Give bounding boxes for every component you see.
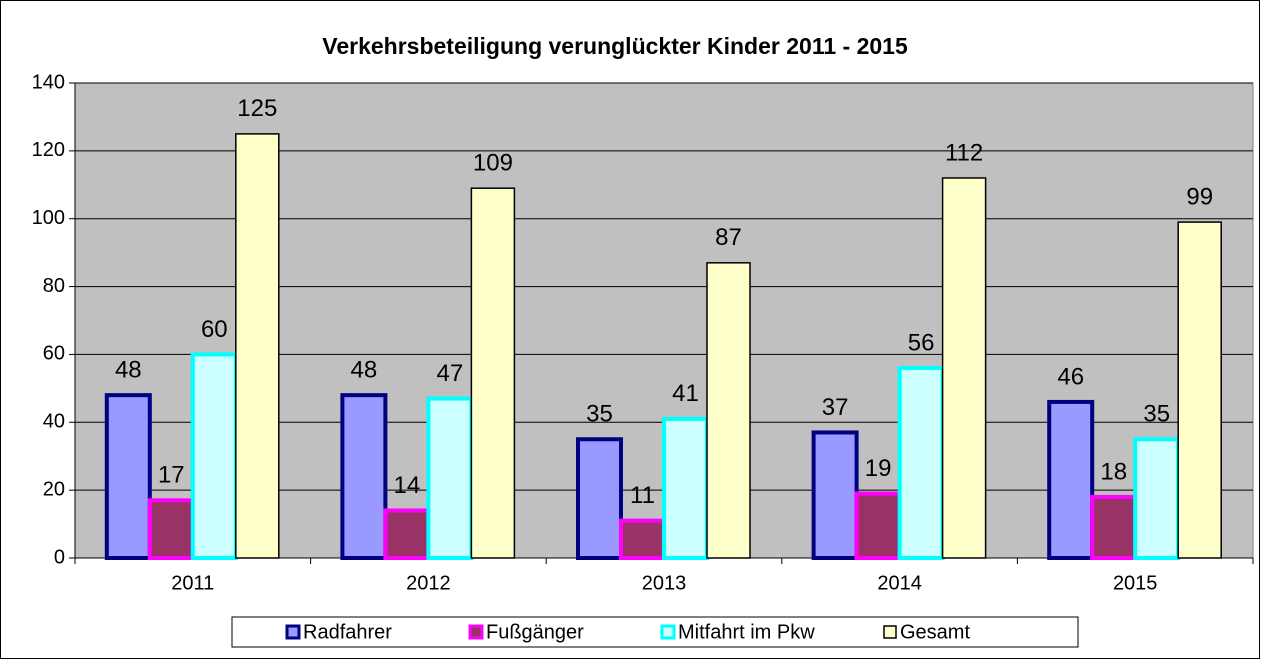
bar: [1090, 494, 1138, 560]
legend-swatch: [660, 624, 676, 640]
bar: [941, 177, 987, 559]
data-label: 112: [945, 139, 983, 166]
bar: [662, 416, 709, 560]
y-tick-label: 120: [32, 139, 65, 161]
legend-label: Mitfahrt im Pkw: [678, 621, 815, 643]
data-label: 41: [672, 380, 699, 407]
y-tick-label: 60: [43, 343, 65, 365]
bar: [706, 262, 751, 559]
y-tick-label: 100: [32, 207, 65, 229]
x-tick-label: 2014: [877, 572, 922, 594]
legend-label: Fußgänger: [486, 621, 584, 643]
y-tick-label: 140: [32, 71, 65, 93]
x-tick-label: 2012: [406, 572, 451, 594]
x-tick-label: 2013: [642, 572, 687, 594]
data-label: 11: [630, 482, 655, 509]
bar: [340, 393, 388, 560]
bar: [470, 187, 516, 559]
bar: [897, 366, 945, 560]
y-tick-label: 80: [43, 275, 65, 297]
data-label: 87: [715, 224, 742, 251]
legend-box: [231, 616, 1079, 648]
chart-title: Verkehrsbeteiligung verunglückter Kinder…: [322, 33, 908, 59]
y-tick-label: 20: [43, 478, 65, 500]
bar: [1133, 437, 1181, 560]
bar: [1047, 399, 1095, 560]
data-label: 56: [908, 329, 935, 356]
bar: [383, 508, 431, 560]
bar: [619, 518, 666, 561]
x-tick-label: 2011: [171, 572, 214, 594]
data-label: 19: [865, 455, 892, 482]
data-label: 109: [473, 150, 513, 177]
bar: [235, 133, 280, 559]
data-label: 17: [158, 462, 185, 489]
bar: [811, 430, 859, 561]
data-label: 35: [586, 401, 613, 428]
bar: [104, 393, 152, 560]
data-label: 18: [1100, 458, 1127, 485]
data-label: 14: [394, 472, 421, 499]
data-label: 48: [351, 356, 378, 383]
legend-label: Radfahrer: [303, 621, 392, 643]
y-tick-label: 40: [43, 411, 65, 433]
bar: [854, 491, 902, 560]
data-label: 35: [1143, 401, 1170, 428]
data-label: 46: [1057, 363, 1084, 390]
data-label: 60: [201, 316, 228, 343]
bar: [1177, 221, 1222, 559]
data-label: 125: [237, 95, 277, 122]
data-label: 47: [437, 360, 464, 387]
data-label: 99: [1186, 183, 1213, 210]
legend-swatch: [468, 624, 484, 640]
bar: [576, 437, 623, 560]
legend-label: Gesamt: [900, 621, 970, 643]
y-tick-label: 0: [54, 546, 65, 568]
data-label: 48: [115, 356, 142, 383]
data-label: 37: [822, 394, 849, 421]
x-tick-label: 2015: [1113, 572, 1158, 594]
bar: [190, 352, 238, 560]
legend-swatch: [883, 625, 897, 639]
legend-swatch: [285, 624, 301, 640]
bar: [147, 498, 195, 561]
bar: [426, 396, 474, 560]
